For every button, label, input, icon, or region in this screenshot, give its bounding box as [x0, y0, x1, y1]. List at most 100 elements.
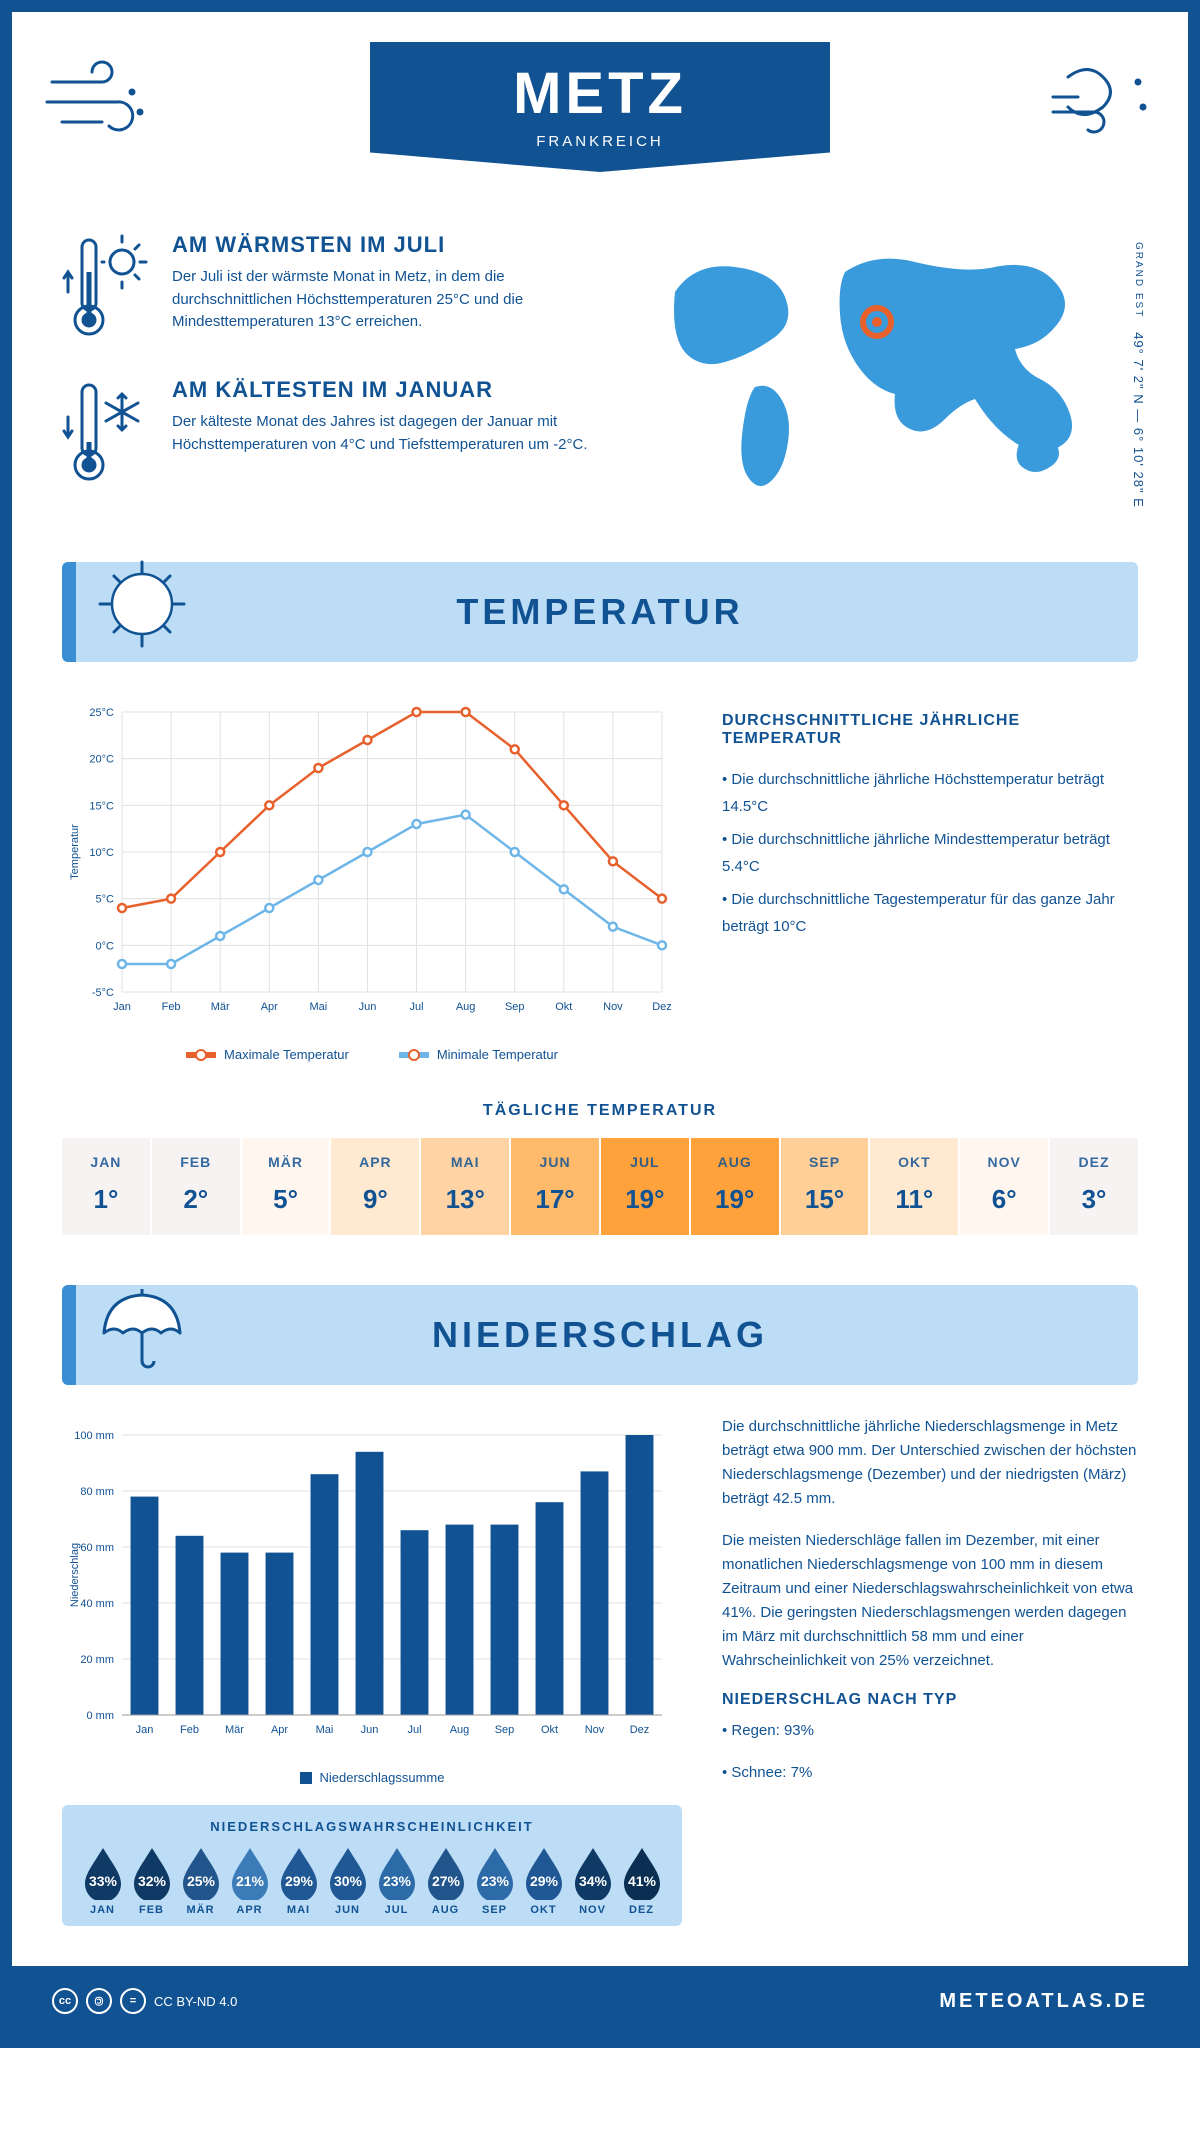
- precip-text-2: Die meisten Niederschläge fallen im Deze…: [722, 1529, 1138, 1673]
- temp-cell: JAN1°: [62, 1138, 152, 1235]
- svg-text:27%: 27%: [431, 1873, 460, 1889]
- svg-text:Nov: Nov: [585, 1724, 605, 1736]
- precip-title: NIEDERSCHLAG: [432, 1314, 768, 1356]
- svg-text:15°C: 15°C: [89, 800, 114, 812]
- temperature-banner: TEMPERATUR: [62, 562, 1138, 662]
- svg-text:Okt: Okt: [555, 1001, 572, 1013]
- annual-temp-b3: • Die durchschnittliche Tagestemperatur …: [722, 886, 1138, 940]
- svg-text:Sep: Sep: [505, 1001, 525, 1013]
- svg-text:0 mm: 0 mm: [87, 1710, 115, 1722]
- prob-drop: 23% JUL: [372, 1844, 421, 1916]
- temperature-line-chart: -5°C0°C5°C10°C15°C20°C25°CJanFebMärAprMa…: [62, 692, 682, 1062]
- svg-text:Jun: Jun: [359, 1001, 377, 1013]
- temp-cell: DEZ3°: [1050, 1138, 1138, 1235]
- svg-text:Jan: Jan: [113, 1001, 131, 1013]
- by-icon: 🄯: [86, 1988, 112, 2014]
- temp-cell: APR9°: [331, 1138, 421, 1235]
- prob-drop: 33% JAN: [78, 1844, 127, 1916]
- daily-temp-grid: JAN1°FEB2°MÄR5°APR9°MAI13°JUN17°JUL19°AU…: [62, 1138, 1138, 1235]
- svg-text:Okt: Okt: [541, 1724, 558, 1736]
- svg-text:5°C: 5°C: [96, 894, 115, 906]
- precip-legend: Niederschlagssumme: [62, 1770, 682, 1785]
- wind-icon: [42, 52, 162, 147]
- city-title: METZ: [430, 60, 770, 127]
- svg-text:34%: 34%: [578, 1873, 607, 1889]
- svg-text:Feb: Feb: [180, 1724, 199, 1736]
- coordinates: GRAND EST 49° 7' 2" N — 6° 10' 28" E: [1131, 242, 1146, 508]
- svg-text:Dez: Dez: [630, 1724, 650, 1736]
- annual-temp-title: DURCHSCHNITTLICHE JÄHRLICHE TEMPERATUR: [722, 712, 1138, 748]
- svg-text:Dez: Dez: [652, 1001, 672, 1013]
- svg-text:-5°C: -5°C: [92, 987, 114, 999]
- nd-icon: =: [120, 1988, 146, 2014]
- svg-text:Jul: Jul: [410, 1001, 424, 1013]
- svg-text:40 mm: 40 mm: [80, 1598, 114, 1610]
- temp-cell: JUL19°: [601, 1138, 691, 1235]
- temperature-title: TEMPERATUR: [456, 591, 743, 633]
- temp-cell: SEP15°: [781, 1138, 871, 1235]
- svg-text:Jan: Jan: [136, 1724, 154, 1736]
- cold-info-block: AM KÄLTESTEN IM JANUAR Der kälteste Mona…: [62, 377, 605, 492]
- svg-text:Aug: Aug: [450, 1724, 470, 1736]
- prob-drop: 34% NOV: [568, 1844, 617, 1916]
- svg-text:33%: 33%: [88, 1873, 117, 1889]
- brand: METEOATLAS.DE: [939, 1990, 1148, 2013]
- svg-text:100 mm: 100 mm: [74, 1430, 114, 1442]
- precip-type-2: • Schnee: 7%: [722, 1761, 1138, 1785]
- svg-text:Mai: Mai: [316, 1724, 334, 1736]
- svg-text:10°C: 10°C: [89, 847, 114, 859]
- svg-text:Aug: Aug: [456, 1001, 476, 1013]
- license: cc 🄯 = CC BY-ND 4.0: [52, 1988, 237, 2014]
- svg-text:41%: 41%: [627, 1873, 656, 1889]
- svg-text:23%: 23%: [480, 1873, 509, 1889]
- umbrella-icon: [92, 1277, 192, 1382]
- prob-title: NIEDERSCHLAGSWAHRSCHEINLICHKEIT: [78, 1819, 666, 1834]
- temp-cell: NOV6°: [960, 1138, 1050, 1235]
- prob-drop: 27% AUG: [421, 1844, 470, 1916]
- svg-text:20°C: 20°C: [89, 754, 114, 766]
- svg-text:Mai: Mai: [309, 1001, 327, 1013]
- prob-drop: 23% SEP: [470, 1844, 519, 1916]
- precip-bar-chart: 0 mm20 mm40 mm60 mm80 mm100 mmJanFebMärA…: [62, 1415, 682, 1785]
- precip-text-1: Die durchschnittliche jährliche Niedersc…: [722, 1415, 1138, 1511]
- svg-text:Apr: Apr: [261, 1001, 278, 1013]
- svg-text:30%: 30%: [333, 1873, 362, 1889]
- daily-temp-title: TÄGLICHE TEMPERATUR: [62, 1102, 1138, 1120]
- svg-text:23%: 23%: [382, 1873, 411, 1889]
- temp-cell: FEB2°: [152, 1138, 242, 1235]
- svg-text:80 mm: 80 mm: [80, 1486, 114, 1498]
- temp-cell: OKT11°: [870, 1138, 960, 1235]
- prob-drop: 29% MAI: [274, 1844, 323, 1916]
- svg-text:Nov: Nov: [603, 1001, 623, 1013]
- prob-drop: 29% OKT: [519, 1844, 568, 1916]
- svg-text:20 mm: 20 mm: [80, 1654, 114, 1666]
- prob-drop: 30% JUN: [323, 1844, 372, 1916]
- svg-text:29%: 29%: [284, 1873, 313, 1889]
- svg-text:Niederschlag: Niederschlag: [69, 1543, 81, 1607]
- svg-text:25°C: 25°C: [89, 707, 114, 719]
- svg-text:Feb: Feb: [162, 1001, 181, 1013]
- temp-cell: AUG19°: [691, 1138, 781, 1235]
- svg-text:25%: 25%: [186, 1873, 215, 1889]
- sun-icon: [92, 554, 192, 659]
- annual-temp-b1: • Die durchschnittliche jährliche Höchst…: [722, 766, 1138, 820]
- temp-cell: MÄR5°: [242, 1138, 332, 1235]
- prob-drop: 41% DEZ: [617, 1844, 666, 1916]
- cc-icon: cc: [52, 1988, 78, 2014]
- svg-text:0°C: 0°C: [96, 940, 115, 952]
- country-subtitle: FRANKREICH: [430, 133, 770, 150]
- precip-type-1: • Regen: 93%: [722, 1719, 1138, 1743]
- thermometer-cold-icon: [62, 377, 152, 492]
- prob-drop: 21% APR: [225, 1844, 274, 1916]
- svg-text:Jun: Jun: [361, 1724, 379, 1736]
- world-map: GRAND EST 49° 7' 2" N — 6° 10' 28" E: [645, 232, 1138, 522]
- precip-banner: NIEDERSCHLAG: [62, 1285, 1138, 1385]
- svg-text:Jul: Jul: [407, 1724, 421, 1736]
- annual-temp-b2: • Die durchschnittliche jährliche Mindes…: [722, 826, 1138, 880]
- hot-text: Der Juli ist der wärmste Monat in Metz, …: [172, 266, 605, 334]
- svg-text:32%: 32%: [137, 1873, 166, 1889]
- hot-info-block: AM WÄRMSTEN IM JULI Der Juli ist der wär…: [62, 232, 605, 347]
- prob-drop: 32% FEB: [127, 1844, 176, 1916]
- header: METZ FRANKREICH: [12, 12, 1188, 202]
- prob-drop: 25% MÄR: [176, 1844, 225, 1916]
